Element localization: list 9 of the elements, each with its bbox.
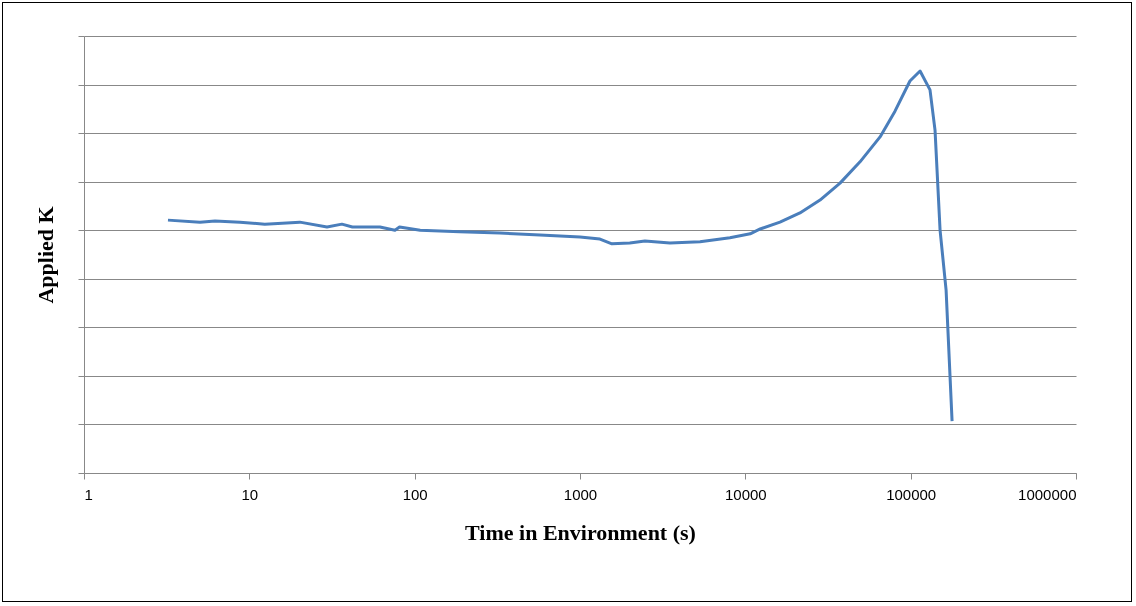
y-axis-title: Applied K [33, 206, 58, 304]
x-tick-label: 1 [84, 485, 93, 503]
x-tick-label: 1000000 [1018, 485, 1077, 503]
x-tick-label: 100000 [886, 485, 937, 503]
x-tick-label: 10000 [724, 485, 767, 503]
x-axis-title: Time in Environment (s) [465, 519, 696, 545]
x-tick-label: 100 [402, 485, 428, 503]
x-tick-label: 1000 [563, 485, 598, 503]
x-tick-label: 10 [241, 485, 259, 503]
